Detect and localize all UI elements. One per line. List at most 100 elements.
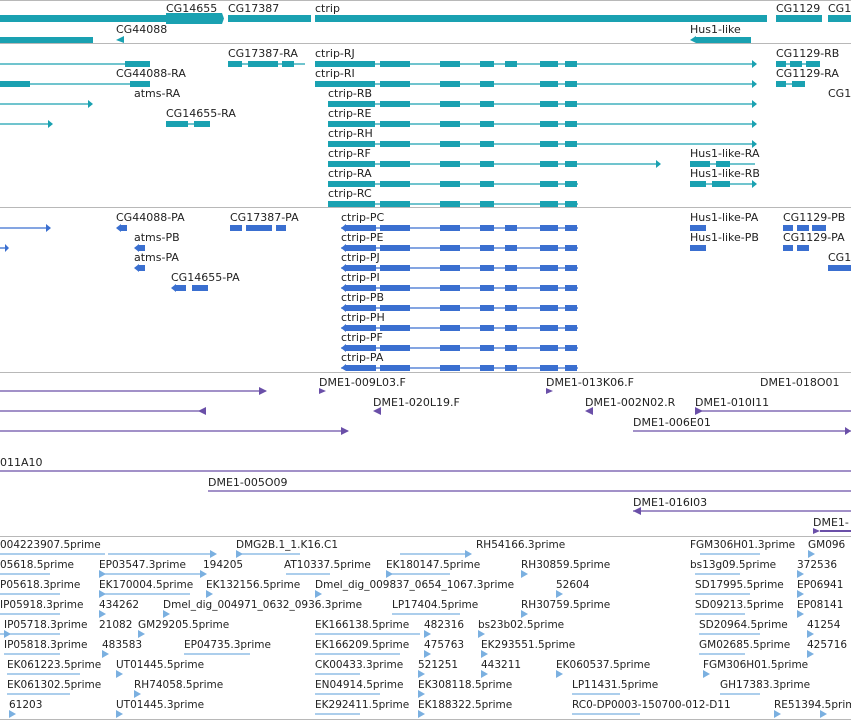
est-label[interactable]: P05618.3prime	[0, 579, 81, 591]
est-label[interactable]: GM29205.5prime	[138, 619, 230, 631]
gene-label[interactable]: Hus1-like	[690, 23, 741, 36]
est-label[interactable]: 05618.5prime	[0, 559, 75, 571]
est-label[interactable]: RE51394.5prime	[774, 699, 851, 711]
est-label[interactable]: RH54166.3prime	[476, 539, 566, 551]
est-label[interactable]: EP03547.3prime	[99, 559, 186, 571]
protein-label[interactable]: ctrip-PI	[341, 271, 380, 284]
transcript-label[interactable]: atms-RA	[134, 87, 181, 100]
est-label[interactable]: 372536	[797, 559, 838, 571]
clone-label[interactable]: DME1-009L03.F	[319, 376, 406, 389]
clone-label[interactable]: DME1-013K06.F	[546, 376, 634, 389]
est-label[interactable]: LP11431.5prime	[572, 679, 659, 691]
protein-label[interactable]: ctrip-PA	[341, 351, 384, 364]
clone-label[interactable]: DME1-010I11	[695, 396, 770, 409]
transcript-label[interactable]: CG1129-RB	[776, 47, 840, 60]
transcript-label[interactable]: ctrip-RI	[315, 67, 355, 80]
gene-label[interactable]: CG17387	[228, 2, 280, 15]
transcript-label[interactable]: ctrip-RB	[328, 87, 373, 100]
est-label[interactable]: RH30759.5prime	[521, 599, 611, 611]
est-label[interactable]: DMG2B.1_1.K16.C1	[236, 539, 339, 551]
est-label[interactable]: EK180147.5prime	[386, 559, 481, 571]
gene-label[interactable]: CG1129	[776, 2, 821, 15]
est-label[interactable]: IP05918.3prime	[0, 599, 84, 611]
gene-label[interactable]: CG44088	[116, 23, 168, 36]
transcript-label[interactable]: CG17387-RA	[228, 47, 298, 60]
est-label[interactable]: GM096	[808, 539, 846, 551]
est-label[interactable]: 61203	[9, 699, 43, 711]
transcript-label[interactable]: CG1129-RA	[776, 67, 839, 80]
est-label[interactable]: GH17383.3prime	[720, 679, 811, 691]
protein-features[interactable]	[0, 0, 851, 372]
est-label[interactable]: 425716	[807, 639, 848, 651]
est-label[interactable]: RC0-DP0003-150700-012-D11	[572, 699, 731, 711]
protein-label[interactable]: atms-PB	[134, 231, 180, 244]
est-label[interactable]: 443211	[481, 659, 522, 671]
est-label[interactable]: GM02685.5prime	[699, 639, 791, 651]
clone-label[interactable]: DME1-018O01	[760, 376, 840, 389]
transcript-features[interactable]	[0, 0, 851, 210]
protein-label[interactable]: Hus1-like-PA	[690, 211, 759, 224]
est-label[interactable]: EK132156.5prime	[206, 579, 301, 591]
est-label[interactable]: Dmel_dig_009837_0654_1067.3prime	[315, 579, 515, 591]
clone-label[interactable]: 011A10	[0, 456, 43, 469]
clone-label[interactable]: DME1-005O09	[208, 476, 288, 489]
est-label[interactable]: 521251	[418, 659, 459, 671]
transcript-label[interactable]: Hus1-like-RB	[690, 167, 760, 180]
transcript-label[interactable]: ctrip-RF	[328, 147, 371, 160]
est-label[interactable]: EP08141	[797, 599, 844, 611]
gene-label[interactable]: CG14655	[166, 2, 218, 15]
protein-label[interactable]: CG17387-PA	[230, 211, 299, 224]
clone-features[interactable]	[0, 0, 851, 536]
protein-label[interactable]: CG1129-PA	[783, 231, 845, 244]
est-label[interactable]: CK00433.3prime	[315, 659, 404, 671]
est-label[interactable]: SD09213.5prime	[695, 599, 784, 611]
est-label[interactable]: EK061223.5prime	[7, 659, 102, 671]
est-label[interactable]: 004223907.5prime	[0, 539, 101, 551]
protein-label[interactable]: ctrip-PJ	[341, 251, 380, 264]
est-label[interactable]: EK292411.5prime	[315, 699, 410, 711]
transcript-label[interactable]: CG1	[828, 87, 851, 100]
est-label[interactable]: RH30859.5prime	[521, 559, 611, 571]
est-label[interactable]: SD20964.5prime	[699, 619, 788, 631]
protein-label[interactable]: CG1129-PB	[783, 211, 846, 224]
est-label[interactable]: 482316	[424, 619, 465, 631]
est-label[interactable]: EK166138.5prime	[315, 619, 410, 631]
est-label[interactable]: AT10337.5prime	[284, 559, 371, 571]
clone-label[interactable]: DME1-020L19.F	[373, 396, 460, 409]
est-label[interactable]: 41254	[807, 619, 841, 631]
est-label[interactable]: FGM306H01.3prime	[690, 539, 796, 551]
clone-label[interactable]: DME1-	[813, 516, 849, 529]
est-label[interactable]: IP05718.3prime	[4, 619, 88, 631]
gene-features[interactable]	[0, 0, 851, 44]
est-label[interactable]: EK293551.5prime	[481, 639, 576, 651]
protein-label[interactable]: ctrip-PH	[341, 311, 385, 324]
protein-label[interactable]: Hus1-like-PB	[690, 231, 759, 244]
est-label[interactable]: EK188322.5prime	[418, 699, 513, 711]
est-label[interactable]: Dmel_dig_004971_0632_0936.3prime	[163, 599, 363, 611]
est-label[interactable]: EP04735.3prime	[184, 639, 271, 651]
est-label[interactable]: EK061302.5prime	[7, 679, 102, 691]
est-label[interactable]: 52604	[556, 579, 590, 591]
est-label[interactable]: EK308118.5prime	[418, 679, 513, 691]
protein-label[interactable]: CG44088-PA	[116, 211, 185, 224]
transcript-label[interactable]: Hus1-like-RA	[690, 147, 760, 160]
transcript-label[interactable]: ctrip-RA	[328, 167, 372, 180]
transcript-label[interactable]: ctrip-RC	[328, 187, 372, 200]
clone-label[interactable]: DME1-002N02.R	[585, 396, 676, 409]
clone-label[interactable]: DME1-006E01	[633, 416, 711, 429]
est-label[interactable]: RH74058.5prime	[134, 679, 224, 691]
clone-label[interactable]: DME1-016I03	[633, 496, 708, 509]
est-label[interactable]: SD17995.5prime	[695, 579, 784, 591]
est-label[interactable]: EP06941	[797, 579, 844, 591]
est-label[interactable]: 194205	[203, 559, 244, 571]
transcript-label[interactable]: CG44088-RA	[116, 67, 186, 80]
protein-label[interactable]: CG1	[828, 251, 851, 264]
transcript-label[interactable]: ctrip-RH	[328, 127, 373, 140]
est-label[interactable]: EK060537.5prime	[556, 659, 651, 671]
protein-label[interactable]: ctrip-PE	[341, 231, 384, 244]
est-label[interactable]: 475763	[424, 639, 465, 651]
est-label[interactable]: UT01445.3prime	[116, 699, 205, 711]
est-label[interactable]: 483583	[102, 639, 143, 651]
est-label[interactable]: bs23b02.5prime	[478, 619, 565, 631]
